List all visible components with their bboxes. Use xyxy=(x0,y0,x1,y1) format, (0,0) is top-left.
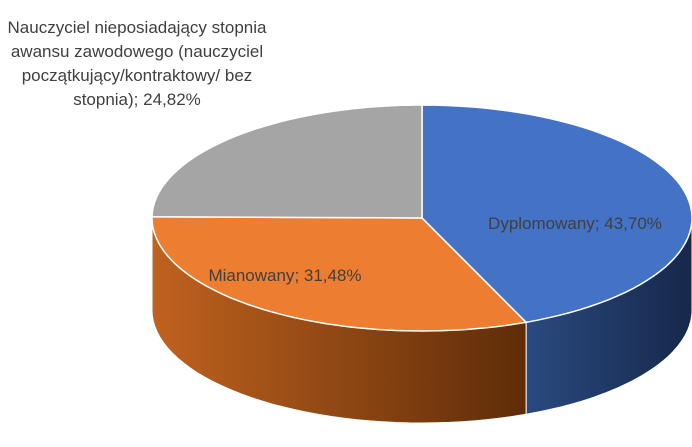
pie-slice xyxy=(151,215,528,332)
category-label: Nauczyciel nieposiadający stopnia awansu… xyxy=(7,18,267,109)
category-label: Mianowany xyxy=(208,266,295,285)
data-label: Nauczyciel nieposiadający stopnia awansu… xyxy=(6,16,268,112)
pie-slice xyxy=(421,104,692,324)
separator: ; xyxy=(594,214,605,233)
value-label: 43,70% xyxy=(604,214,662,233)
data-label: Dyplomowany; 43,70% xyxy=(455,212,692,236)
category-label: Dyplomowany xyxy=(488,214,595,233)
pie-tops xyxy=(151,104,692,332)
separator: ; xyxy=(133,90,144,109)
value-label: 24,82% xyxy=(143,90,201,109)
separator: ; xyxy=(294,266,304,285)
data-label: Mianowany; 31,48% xyxy=(170,264,400,288)
value-label: 31,48% xyxy=(303,266,362,285)
pie-slice xyxy=(151,104,423,219)
